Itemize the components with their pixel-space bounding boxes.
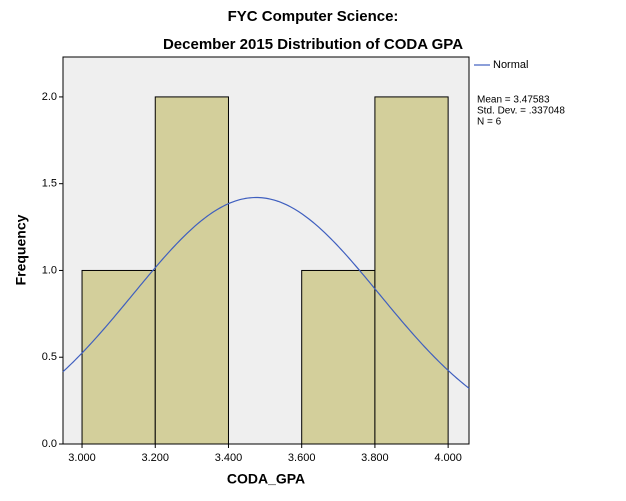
stat-label: Mean = 3.47583 — [477, 95, 550, 106]
x-tick-label: 3.600 — [288, 452, 316, 464]
bar — [154, 96, 229, 445]
y-axis-title: Frequency — [13, 214, 29, 285]
bar — [301, 269, 376, 445]
y-tick-label: 1.5 — [42, 178, 57, 190]
bar — [374, 96, 449, 445]
stat-label: Std. Dev. = .337048 — [477, 106, 565, 117]
x-axis-title: CODA_GPA — [227, 471, 305, 487]
y-tick-label: 0.5 — [42, 351, 57, 363]
y-tick-label: 2.0 — [42, 91, 57, 103]
x-tick-label: 4.000 — [434, 452, 462, 464]
normal-curve — [62, 196, 470, 389]
y-tick-label: 1.0 — [42, 264, 57, 276]
chart-subtitle: December 2015 Distribution of CODA GPA — [163, 36, 463, 53]
x-tick-label: 3.400 — [215, 452, 243, 464]
stat-label: N = 6 — [477, 117, 502, 128]
x-tick-label: 3.200 — [141, 452, 169, 464]
x-tick-label: 3.000 — [68, 452, 96, 464]
legend-label: Normal — [493, 59, 528, 71]
bar — [81, 269, 156, 445]
x-tick-label: 3.800 — [361, 452, 389, 464]
y-tick-label: 0.0 — [42, 438, 57, 450]
chart-title: FYC Computer Science: — [228, 8, 399, 25]
